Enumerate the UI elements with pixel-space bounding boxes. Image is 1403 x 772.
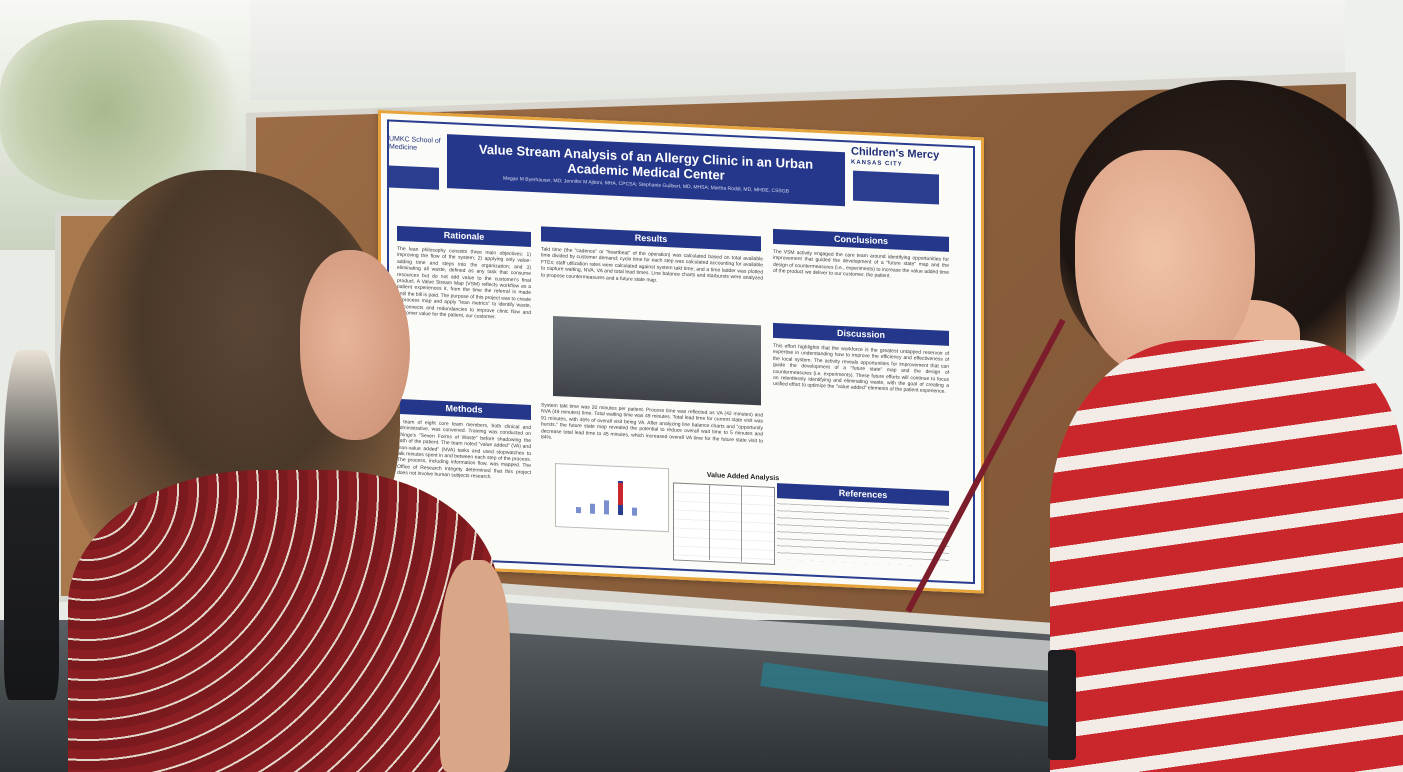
background-person xyxy=(4,350,59,700)
time-ladder-chart xyxy=(555,463,669,533)
results-text-1: Takt time (the "cadence" or "heartbeat" … xyxy=(541,246,763,284)
chart-bar-3 xyxy=(604,500,609,515)
left-woman-patterned-top xyxy=(68,470,498,772)
umkc-logo: UMKC School of Medicine xyxy=(389,135,441,152)
childrens-mercy-box xyxy=(853,170,939,205)
left-woman-face xyxy=(300,250,410,440)
right-woman-id-badge xyxy=(1048,650,1076,760)
left-woman-arm xyxy=(440,560,510,772)
value-added-table xyxy=(673,482,775,566)
discussion-text: This effort highlights that the workforc… xyxy=(773,342,949,396)
rationale-text: The lean philosophy consists three main … xyxy=(397,245,531,321)
value-added-table-divider-2 xyxy=(741,485,742,562)
chart-bar-1 xyxy=(576,506,581,514)
value-stream-map-image xyxy=(553,315,761,406)
results-text-2: System takt time was 20 minutes per pati… xyxy=(541,402,763,445)
right-woman-striped-top xyxy=(1050,340,1403,772)
chart-bar-2 xyxy=(590,503,595,514)
value-added-table-divider-1 xyxy=(709,484,710,561)
references-text xyxy=(777,503,949,567)
chart-bar-4-top xyxy=(618,482,623,506)
conclusions-text: The VSM activity engaged the care team a… xyxy=(773,248,949,280)
chart-bar-5 xyxy=(632,507,637,516)
umkc-logo-box xyxy=(389,165,439,190)
research-poster: UMKC School of Medicine Value Stream Ana… xyxy=(378,110,984,594)
